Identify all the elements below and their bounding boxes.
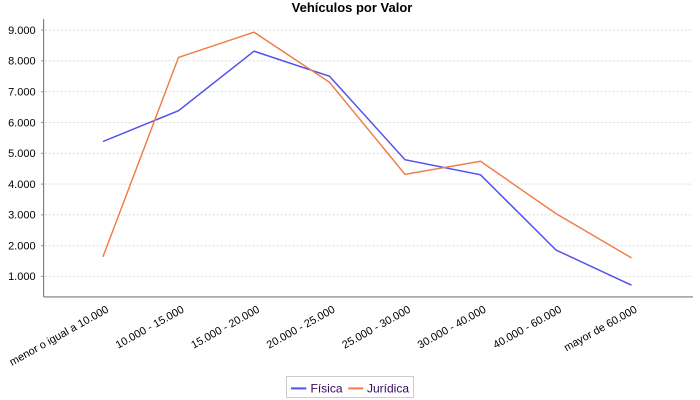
svg-text:5.000: 5.000 bbox=[8, 148, 36, 160]
svg-text:Física: Física bbox=[311, 381, 343, 395]
svg-text:8.000: 8.000 bbox=[8, 56, 36, 68]
svg-text:Jurídica: Jurídica bbox=[367, 381, 409, 395]
svg-text:3.000: 3.000 bbox=[8, 210, 36, 222]
svg-text:1.000: 1.000 bbox=[8, 271, 36, 283]
svg-text:4.000: 4.000 bbox=[8, 179, 36, 191]
svg-text:9.000: 9.000 bbox=[8, 25, 36, 37]
svg-text:Vehículos por Valor: Vehículos por Valor bbox=[292, 0, 413, 15]
svg-text:2.000: 2.000 bbox=[8, 241, 36, 253]
svg-text:7.000: 7.000 bbox=[8, 87, 36, 99]
svg-text:6.000: 6.000 bbox=[8, 117, 36, 129]
